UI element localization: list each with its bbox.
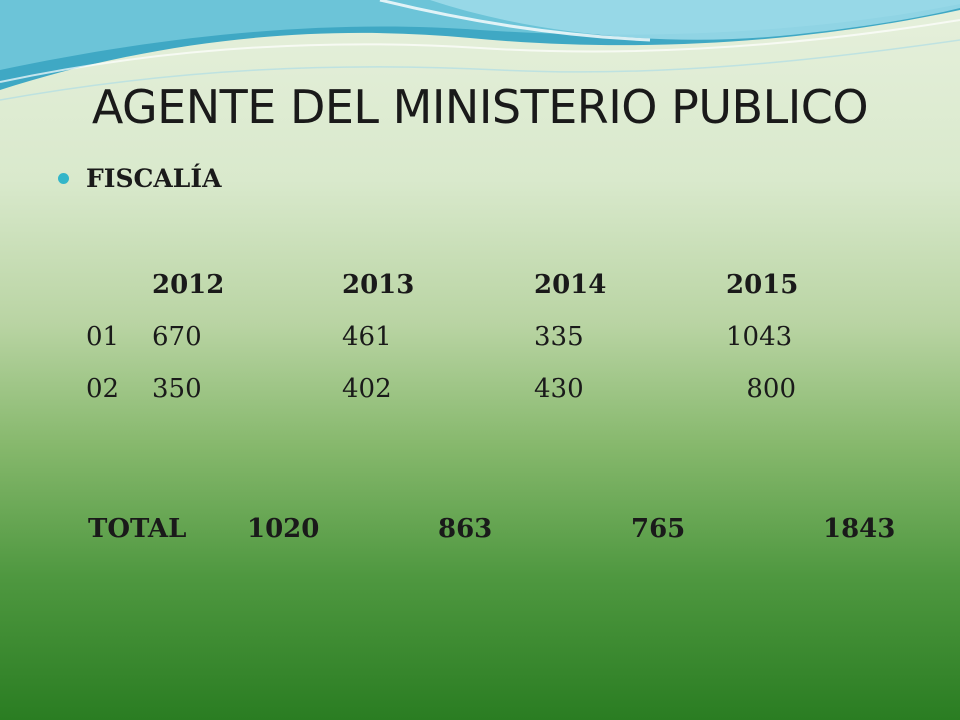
row-label-02: 02 bbox=[86, 374, 120, 404]
total-value-2012: 1020 bbox=[247, 514, 320, 544]
table-cell: 430 bbox=[534, 374, 584, 404]
table-cell: 350 bbox=[152, 374, 202, 404]
bullet-item: FISCALÍA bbox=[58, 164, 221, 193]
year-header-2014: 2014 bbox=[534, 270, 607, 300]
row-label-01: 01 bbox=[86, 322, 120, 352]
table-cell: 670 bbox=[152, 322, 202, 352]
year-header-2012: 2012 bbox=[152, 270, 225, 300]
total-value-2013: 863 bbox=[438, 514, 493, 544]
table-cell: 800 bbox=[746, 374, 796, 404]
bullet-dot-icon bbox=[58, 173, 69, 184]
year-header-2013: 2013 bbox=[342, 270, 415, 300]
total-value-2015: 1843 bbox=[823, 514, 896, 544]
table-cell: 461 bbox=[342, 322, 392, 352]
table-cell: 402 bbox=[342, 374, 392, 404]
year-header-2015: 2015 bbox=[726, 270, 799, 300]
total-label: TOTAL bbox=[88, 514, 187, 544]
slide-title: AGENTE DEL MINISTERIO PUBLICO bbox=[91, 80, 869, 134]
table-cell: 1043 bbox=[726, 322, 793, 352]
bullet-label: FISCALÍA bbox=[86, 164, 222, 193]
total-value-2014: 765 bbox=[631, 514, 686, 544]
table-cell: 335 bbox=[534, 322, 584, 352]
decorative-wave-banner bbox=[0, 0, 960, 101]
